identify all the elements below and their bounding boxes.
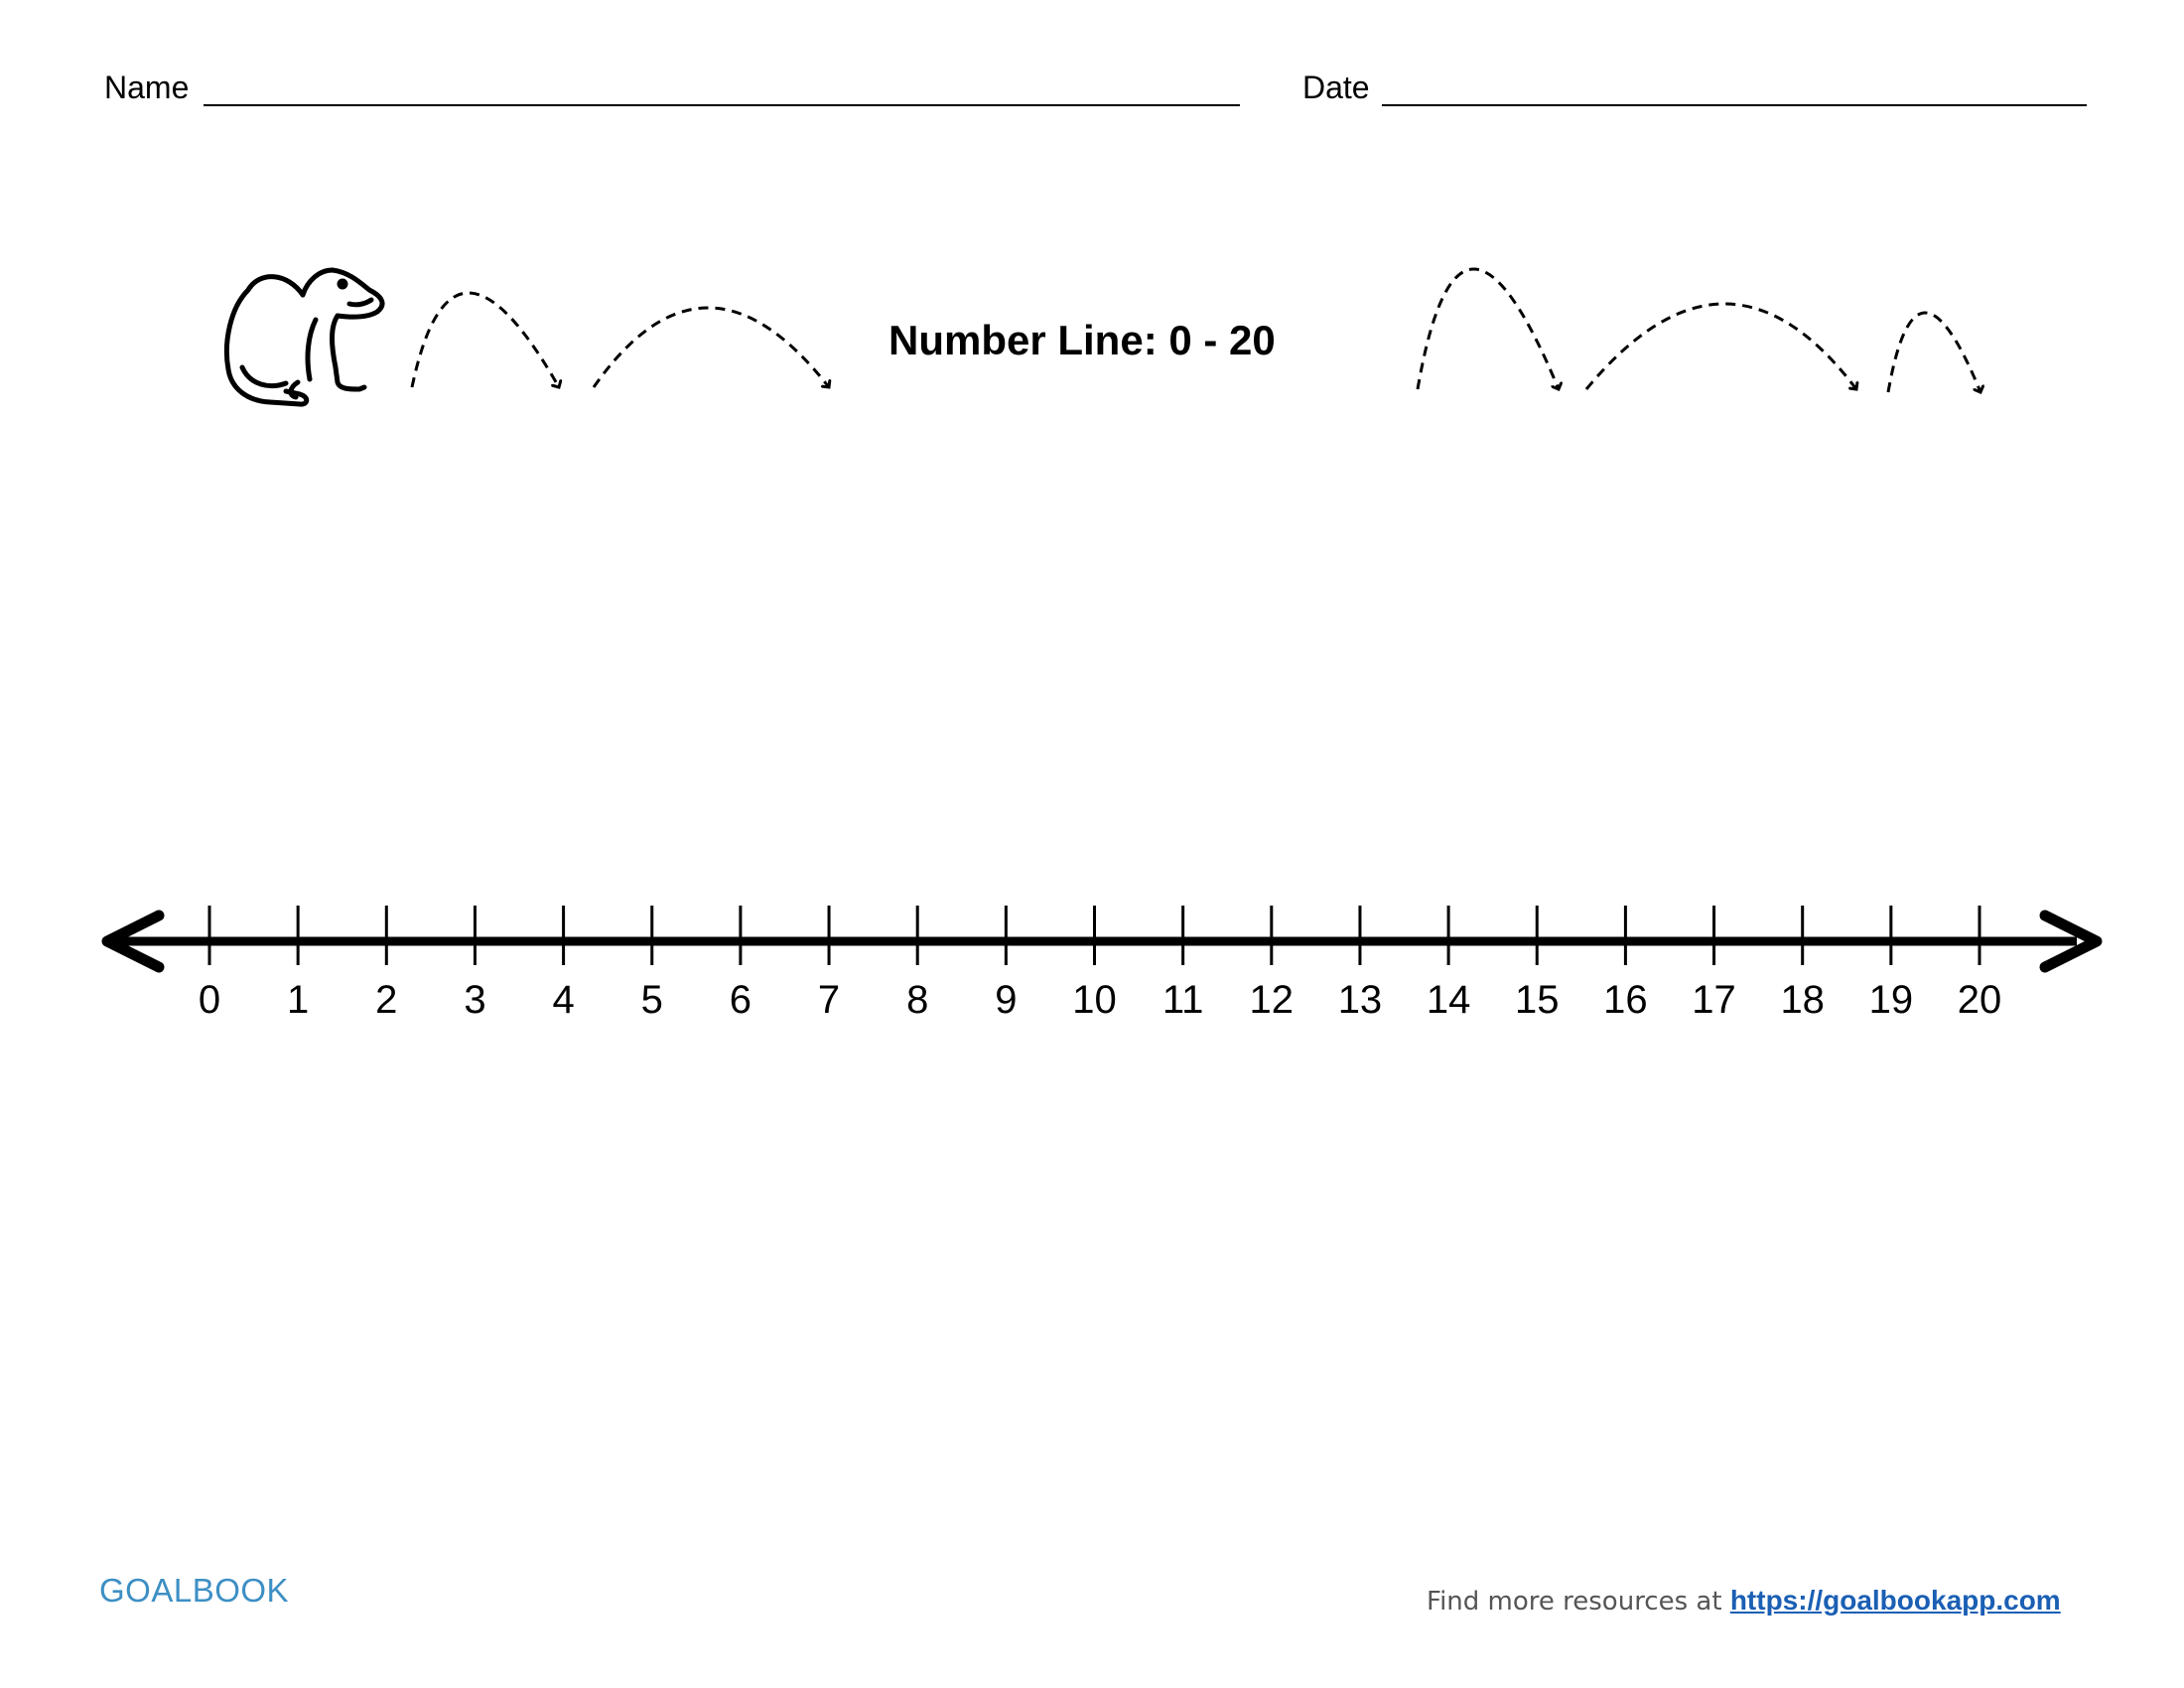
tick-label: 7 <box>818 978 840 1022</box>
frog-icon <box>223 267 385 407</box>
goalbook-link[interactable]: https://goalbookapp.com <box>1729 1585 2061 1616</box>
tick-label: 18 <box>1780 978 1825 1022</box>
tick-label: 11 <box>1162 978 1204 1022</box>
tick-label: 0 <box>199 978 220 1022</box>
tick-label: 16 <box>1603 978 1648 1022</box>
tick-label: 6 <box>730 978 751 1022</box>
tick-label: 10 <box>1072 978 1117 1022</box>
left-arrow-head <box>101 910 165 973</box>
number-line: 0 1 2 3 4 5 6 7 8 9 10 11 12 13 14 15 16 17 18 19 20 <box>101 906 2103 1022</box>
tick-label: 1 <box>287 978 309 1022</box>
student-info-row: Name Date <box>0 68 2184 117</box>
page-title: Number Line: 0 - 20 <box>888 317 1276 363</box>
tick-label: 14 <box>1427 978 1471 1022</box>
date-label: Date <box>1302 70 1370 105</box>
tick-label: 9 <box>995 978 1017 1022</box>
tick-label: 20 <box>1958 978 2002 1022</box>
name-label: Name <box>104 70 190 105</box>
tick-label: 13 <box>1338 978 1383 1022</box>
tick-label: 17 <box>1692 978 1736 1022</box>
jump-arrow <box>592 306 829 387</box>
footer-resources-text: Find more resources at <box>1427 1587 1730 1617</box>
tick-label: 8 <box>906 978 928 1022</box>
tick-label: 12 <box>1250 978 1295 1022</box>
footer-resources: Find more resources at https://goalbooka… <box>1427 1585 2061 1617</box>
tick-label: 19 <box>1869 978 1914 1022</box>
logo-text: GOALBOOK <box>99 1572 290 1609</box>
tick-label: 15 <box>1515 978 1560 1022</box>
jump-arrow <box>1416 267 1559 389</box>
jump-arrow <box>1584 302 1856 389</box>
jump-arrow <box>1886 311 1980 392</box>
goalbook-logo: GOALBOOK <box>99 1572 289 1618</box>
jump-arrows <box>410 267 1980 392</box>
jump-arrow <box>410 291 559 387</box>
name-field[interactable] <box>204 104 1240 106</box>
right-arrow-head <box>2039 910 2103 973</box>
tick-label: 4 <box>552 978 574 1022</box>
tick-label: 2 <box>375 978 397 1022</box>
tick-label: 3 <box>464 978 485 1022</box>
tick-label: 5 <box>641 978 663 1022</box>
date-field[interactable] <box>1382 104 2087 106</box>
